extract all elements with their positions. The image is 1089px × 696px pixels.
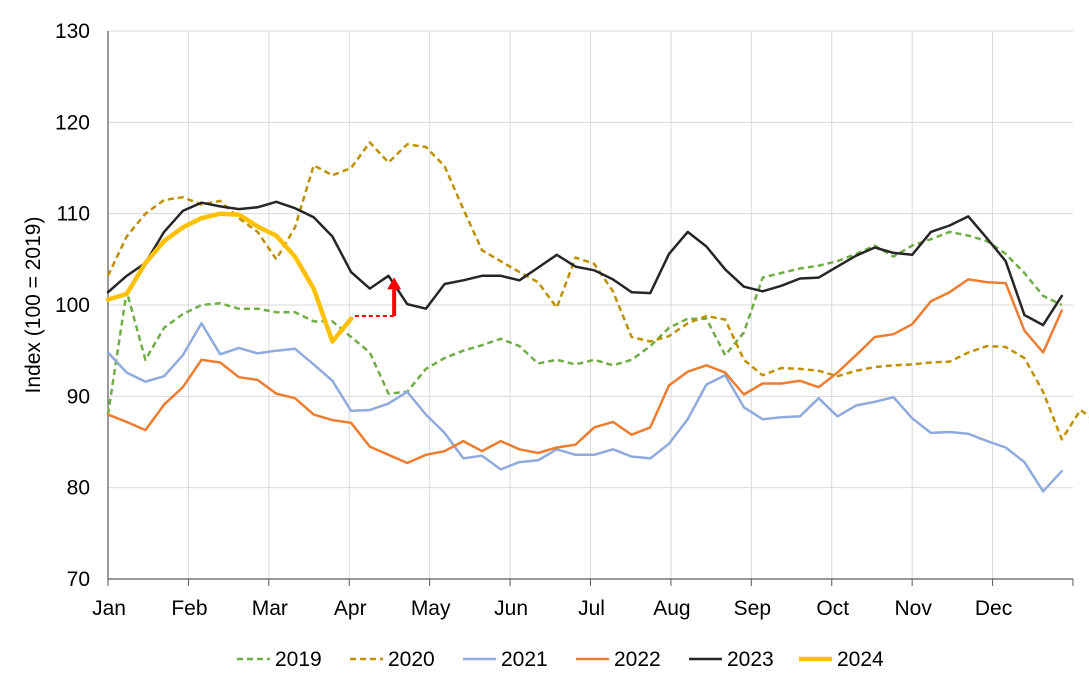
x-tick-label: Jul bbox=[578, 597, 605, 620]
x-tick-label: Nov bbox=[894, 597, 932, 620]
x-tick-label: Feb bbox=[171, 597, 207, 620]
axes bbox=[107, 31, 1074, 586]
x-tick-label: Jan bbox=[92, 597, 126, 620]
series-line-2020 bbox=[106, 141, 1089, 441]
legend-label-2020: 2020 bbox=[388, 648, 435, 671]
x-tick-label: Sep bbox=[734, 597, 771, 620]
legend-label-2023: 2023 bbox=[727, 648, 774, 671]
series-line-2021 bbox=[106, 322, 1064, 493]
x-tick-label: Mar bbox=[252, 597, 288, 620]
series-lines bbox=[105, 141, 1089, 493]
x-tick-label: Apr bbox=[334, 597, 367, 620]
x-tick-label: Dec bbox=[975, 597, 1012, 620]
y-tick-label: 90 bbox=[67, 385, 90, 408]
x-axis-ticks: Jan Feb Mar Apr May Jun Jul Aug Sep Oct Nov Dec bbox=[92, 597, 1012, 620]
series-line-2023 bbox=[106, 200, 1064, 327]
series-line-2022 bbox=[106, 278, 1064, 465]
x-tick-label: Aug bbox=[653, 597, 690, 620]
y-axis-label: Index (100 = 2019) bbox=[22, 217, 45, 394]
series-line-2019 bbox=[106, 230, 1063, 415]
legend-label-2022: 2022 bbox=[614, 648, 661, 671]
legend-label-2021: 2021 bbox=[501, 648, 548, 671]
legend-label-2019: 2019 bbox=[275, 648, 322, 671]
y-tick-label: 80 bbox=[67, 477, 90, 500]
x-tick-label: Oct bbox=[816, 597, 849, 620]
red-arrow-head bbox=[387, 277, 402, 290]
x-tick-label: May bbox=[411, 597, 451, 620]
series-line-2024 bbox=[105, 211, 354, 344]
y-tick-label: 130 bbox=[55, 20, 90, 43]
y-tick-label: 110 bbox=[57, 203, 90, 226]
y-axis-ticks: 70 80 90 100 110 120 130 bbox=[55, 20, 90, 591]
legend-label-2024: 2024 bbox=[837, 648, 884, 671]
x-tick-label: Jun bbox=[494, 597, 528, 620]
y-tick-label: 120 bbox=[55, 111, 90, 134]
y-tick-label: 70 bbox=[67, 568, 90, 591]
y-tick-label: 100 bbox=[55, 294, 90, 317]
gridlines bbox=[108, 30, 1073, 579]
annotations bbox=[354, 277, 402, 317]
legend: 2019 2020 2021 2022 2023 2024 bbox=[237, 648, 884, 671]
